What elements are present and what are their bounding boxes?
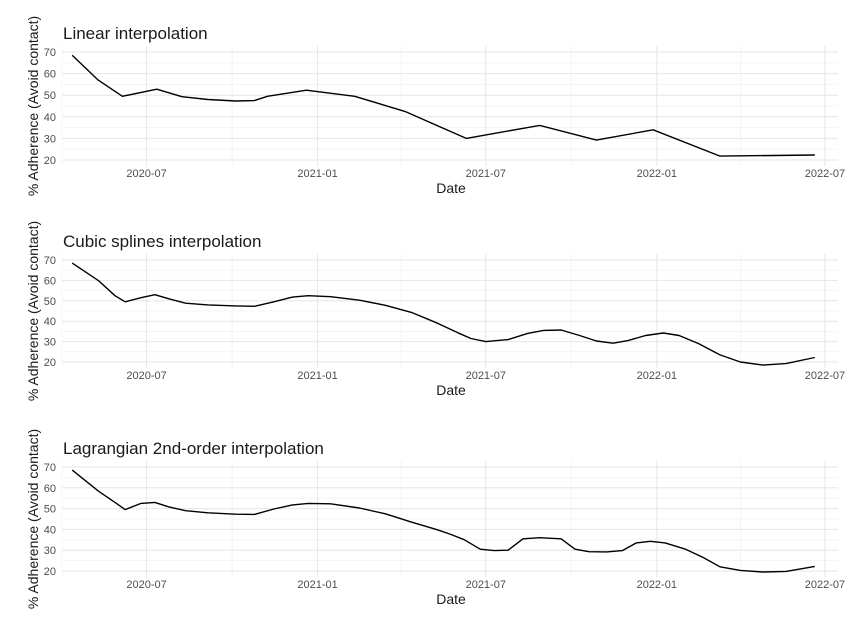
- x-tick-label: 2022-01: [637, 579, 677, 591]
- x-tick-label: 2021-01: [297, 579, 337, 591]
- x-tick-label: 2022-07: [805, 370, 845, 382]
- chart-title: Lagrangian 2nd-order interpolation: [63, 439, 324, 458]
- series-line: [71, 262, 815, 366]
- y-axis-title: % Adherence (Avoid contact): [25, 429, 41, 609]
- y-tick-label: 40: [44, 524, 56, 536]
- y-tick-label: 50: [44, 504, 56, 516]
- y-axis-title: % Adherence (Avoid contact): [25, 16, 41, 196]
- y-tick-label: 70: [44, 255, 56, 267]
- x-tick-label: 2022-01: [637, 168, 677, 180]
- y-tick-label: 20: [44, 155, 56, 167]
- y-tick-label: 40: [44, 112, 56, 124]
- chart-panel-3: 20 30 40 50 60 70 2020-07 2021-01 2021-07 2022-01…: [25, 429, 845, 609]
- x-tick-label: 2022-01: [637, 370, 677, 382]
- series-line: [71, 54, 815, 157]
- chart-title: Linear interpolation: [63, 24, 208, 43]
- y-tick-label: 50: [44, 90, 56, 102]
- x-tick-label: 2021-07: [466, 579, 506, 591]
- chart-title: Cubic splines interpolation: [63, 232, 261, 251]
- y-tick-label: 50: [44, 296, 56, 308]
- x-tick-label: 2021-07: [466, 370, 506, 382]
- x-tick-label: 2022-07: [805, 579, 845, 591]
- x-tick-label: 2021-01: [297, 168, 337, 180]
- y-tick-label: 40: [44, 316, 56, 328]
- y-tick-label: 70: [44, 462, 56, 474]
- x-axis-title: Date: [436, 382, 466, 398]
- y-tick-label: 60: [44, 275, 56, 287]
- y-tick-label: 30: [44, 133, 56, 145]
- x-tick-label: 2022-07: [805, 168, 845, 180]
- y-tick-label: 20: [44, 566, 56, 578]
- y-tick-label: 70: [44, 47, 56, 59]
- x-tick-label: 2020-07: [126, 168, 166, 180]
- x-tick-label: 2021-07: [466, 168, 506, 180]
- x-tick-label: 2020-07: [126, 579, 166, 591]
- chart-panel-2: 20 30 40 50 60 70 2020-07 2021-01 2021-07 2022-01…: [25, 221, 845, 401]
- x-tick-label: 2021-01: [297, 370, 337, 382]
- chart-panel-1: 20 30 40 50 60 70 2020-07 2021-01 2021-07 2022-01…: [25, 16, 845, 196]
- y-tick-label: 60: [44, 69, 56, 81]
- x-axis-title: Date: [436, 591, 466, 607]
- y-tick-label: 30: [44, 545, 56, 557]
- y-tick-label: 20: [44, 357, 56, 369]
- y-tick-label: 60: [44, 483, 56, 495]
- x-axis-title: Date: [436, 180, 466, 196]
- series-line: [71, 469, 815, 573]
- x-tick-label: 2020-07: [126, 370, 166, 382]
- y-tick-label: 30: [44, 337, 56, 349]
- y-axis-title: % Adherence (Avoid contact): [25, 221, 41, 401]
